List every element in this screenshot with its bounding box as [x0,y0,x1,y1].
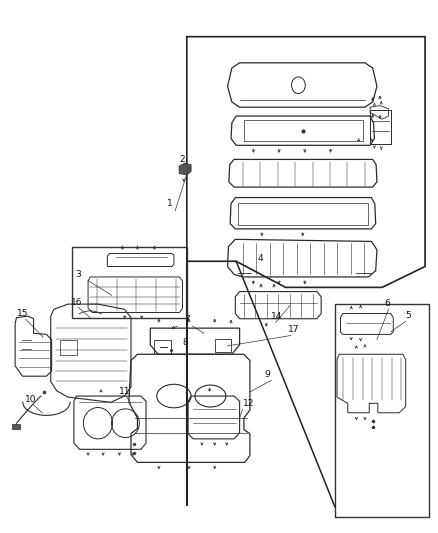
Text: 16: 16 [71,297,82,306]
Text: 10: 10 [25,395,36,405]
Text: 6: 6 [384,298,390,308]
Bar [60,340,78,356]
Text: 11: 11 [120,387,131,397]
Text: 12: 12 [243,400,254,408]
Text: 7: 7 [184,316,190,325]
Bar [12,424,20,430]
Polygon shape [179,163,191,175]
Text: 9: 9 [264,370,270,379]
Text: 14: 14 [272,312,283,321]
Text: 1: 1 [166,199,173,208]
Text: 4: 4 [258,254,263,263]
Text: 2: 2 [180,155,185,164]
Text: 8: 8 [183,338,188,347]
Bar [215,338,231,352]
Text: 17: 17 [288,325,299,334]
Text: 15: 15 [17,309,29,318]
Text: 3: 3 [75,270,81,279]
Text: 5: 5 [406,311,411,320]
Bar [154,340,171,354]
